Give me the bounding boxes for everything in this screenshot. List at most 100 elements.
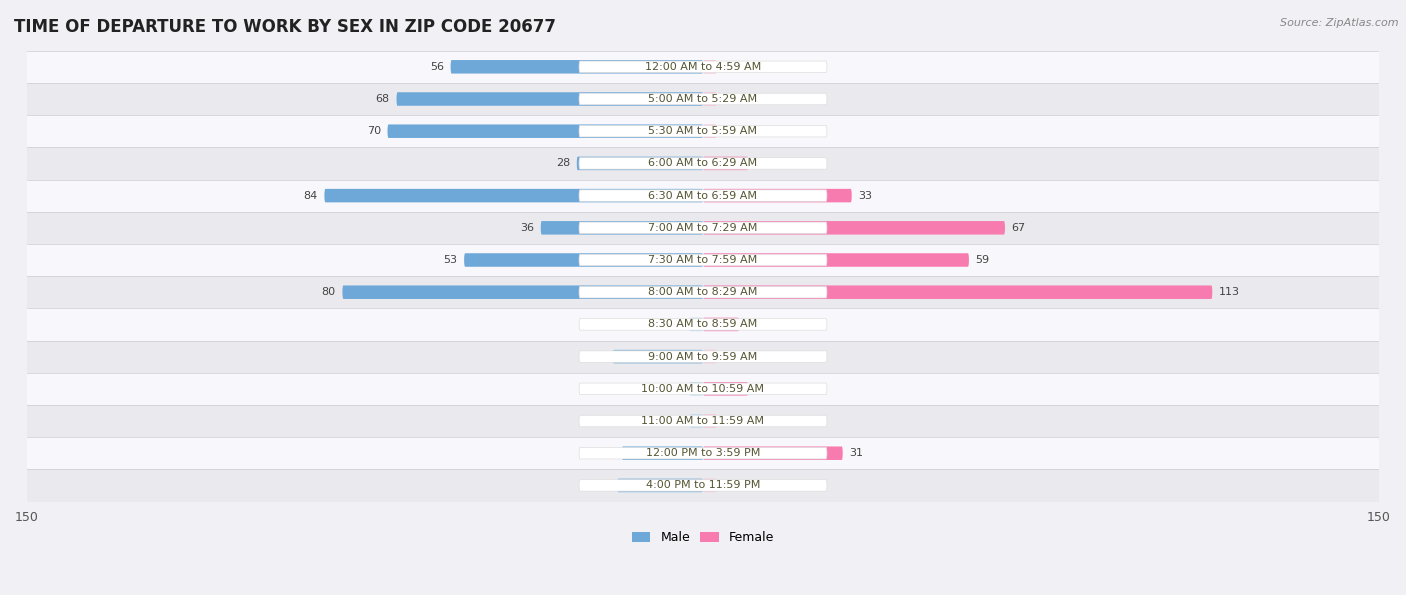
FancyBboxPatch shape <box>579 286 827 298</box>
FancyBboxPatch shape <box>703 124 717 138</box>
Text: 7:30 AM to 7:59 AM: 7:30 AM to 7:59 AM <box>648 255 758 265</box>
Bar <box>27 469 1379 502</box>
FancyBboxPatch shape <box>541 221 703 234</box>
Text: 0: 0 <box>723 416 730 426</box>
FancyBboxPatch shape <box>579 222 827 234</box>
Text: 11:00 AM to 11:59 AM: 11:00 AM to 11:59 AM <box>641 416 765 426</box>
Text: 0: 0 <box>676 384 683 394</box>
Text: 0: 0 <box>723 126 730 136</box>
FancyBboxPatch shape <box>703 478 717 492</box>
Text: 80: 80 <box>322 287 336 298</box>
Bar <box>27 244 1379 276</box>
FancyBboxPatch shape <box>579 415 827 427</box>
FancyBboxPatch shape <box>388 124 703 138</box>
Text: 0: 0 <box>723 62 730 72</box>
Text: 33: 33 <box>859 190 873 201</box>
Text: 0: 0 <box>676 320 683 330</box>
Text: 28: 28 <box>555 158 569 168</box>
FancyBboxPatch shape <box>621 446 703 460</box>
Text: 31: 31 <box>849 448 863 458</box>
Text: 5:30 AM to 5:59 AM: 5:30 AM to 5:59 AM <box>648 126 758 136</box>
FancyBboxPatch shape <box>579 480 827 491</box>
Text: 0: 0 <box>723 480 730 490</box>
Bar <box>27 405 1379 437</box>
FancyBboxPatch shape <box>579 190 827 201</box>
Text: 6:00 AM to 6:29 AM: 6:00 AM to 6:29 AM <box>648 158 758 168</box>
Text: 10:00 AM to 10:59 AM: 10:00 AM to 10:59 AM <box>641 384 765 394</box>
Text: 10: 10 <box>755 384 769 394</box>
FancyBboxPatch shape <box>579 93 827 105</box>
FancyBboxPatch shape <box>396 92 703 106</box>
FancyBboxPatch shape <box>703 253 969 267</box>
FancyBboxPatch shape <box>703 350 717 364</box>
Bar <box>27 115 1379 148</box>
FancyBboxPatch shape <box>617 478 703 492</box>
FancyBboxPatch shape <box>703 318 740 331</box>
FancyBboxPatch shape <box>579 351 827 362</box>
Text: 18: 18 <box>600 448 614 458</box>
FancyBboxPatch shape <box>703 189 852 202</box>
Text: 113: 113 <box>1219 287 1240 298</box>
FancyBboxPatch shape <box>703 382 748 396</box>
Text: 53: 53 <box>443 255 457 265</box>
Bar <box>27 372 1379 405</box>
Text: 12:00 AM to 4:59 AM: 12:00 AM to 4:59 AM <box>645 62 761 72</box>
Text: 5:00 AM to 5:29 AM: 5:00 AM to 5:29 AM <box>648 94 758 104</box>
Text: 70: 70 <box>367 126 381 136</box>
FancyBboxPatch shape <box>703 92 717 106</box>
FancyBboxPatch shape <box>579 447 827 459</box>
Bar <box>27 308 1379 340</box>
Text: 8:30 AM to 8:59 AM: 8:30 AM to 8:59 AM <box>648 320 758 330</box>
FancyBboxPatch shape <box>689 382 703 396</box>
Text: 8:00 AM to 8:29 AM: 8:00 AM to 8:29 AM <box>648 287 758 298</box>
Text: 68: 68 <box>375 94 389 104</box>
Bar <box>27 276 1379 308</box>
FancyBboxPatch shape <box>579 254 827 266</box>
FancyBboxPatch shape <box>576 156 703 170</box>
Text: TIME OF DEPARTURE TO WORK BY SEX IN ZIP CODE 20677: TIME OF DEPARTURE TO WORK BY SEX IN ZIP … <box>14 18 555 36</box>
Text: 20: 20 <box>592 352 606 362</box>
Text: 0: 0 <box>676 416 683 426</box>
FancyBboxPatch shape <box>579 61 827 73</box>
Bar <box>27 212 1379 244</box>
Text: 56: 56 <box>430 62 444 72</box>
Bar <box>27 437 1379 469</box>
FancyBboxPatch shape <box>579 126 827 137</box>
Text: 0: 0 <box>723 352 730 362</box>
FancyBboxPatch shape <box>343 286 703 299</box>
Text: Source: ZipAtlas.com: Source: ZipAtlas.com <box>1281 18 1399 28</box>
FancyBboxPatch shape <box>579 319 827 330</box>
FancyBboxPatch shape <box>579 158 827 169</box>
Text: 0: 0 <box>723 94 730 104</box>
Bar <box>27 180 1379 212</box>
FancyBboxPatch shape <box>613 350 703 364</box>
Text: 84: 84 <box>304 190 318 201</box>
FancyBboxPatch shape <box>325 189 703 202</box>
Text: 10: 10 <box>755 158 769 168</box>
Legend: Male, Female: Male, Female <box>627 527 779 549</box>
FancyBboxPatch shape <box>703 60 717 74</box>
Text: 36: 36 <box>520 223 534 233</box>
Text: 8: 8 <box>745 320 754 330</box>
FancyBboxPatch shape <box>703 221 1005 234</box>
Text: 7:00 AM to 7:29 AM: 7:00 AM to 7:29 AM <box>648 223 758 233</box>
FancyBboxPatch shape <box>689 414 703 428</box>
Text: 19: 19 <box>596 480 610 490</box>
FancyBboxPatch shape <box>703 156 748 170</box>
FancyBboxPatch shape <box>703 446 842 460</box>
Bar <box>27 51 1379 83</box>
FancyBboxPatch shape <box>450 60 703 74</box>
Text: 6:30 AM to 6:59 AM: 6:30 AM to 6:59 AM <box>648 190 758 201</box>
FancyBboxPatch shape <box>703 414 717 428</box>
Text: 12:00 PM to 3:59 PM: 12:00 PM to 3:59 PM <box>645 448 761 458</box>
Bar <box>27 340 1379 372</box>
FancyBboxPatch shape <box>579 383 827 394</box>
Text: 4:00 PM to 11:59 PM: 4:00 PM to 11:59 PM <box>645 480 761 490</box>
Bar <box>27 83 1379 115</box>
Text: 59: 59 <box>976 255 990 265</box>
Text: 67: 67 <box>1012 223 1026 233</box>
FancyBboxPatch shape <box>689 318 703 331</box>
FancyBboxPatch shape <box>703 286 1212 299</box>
Bar <box>27 148 1379 180</box>
FancyBboxPatch shape <box>464 253 703 267</box>
